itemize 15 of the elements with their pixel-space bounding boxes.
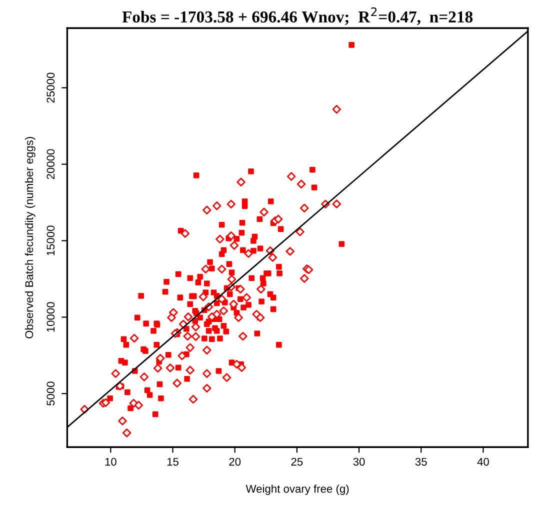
- x-axis-title: Weight ovary free (g): [246, 484, 349, 495]
- y-tick-label: 25000: [46, 72, 55, 103]
- x-tick-label: 35: [415, 458, 427, 466]
- x-tick-label: 10: [105, 458, 116, 466]
- x-tick-label: 30: [353, 458, 365, 466]
- y-tick-label: 5000: [46, 382, 55, 406]
- y-axis-title: Observed Batch fecundity (number eggs): [24, 137, 36, 338]
- x-tick-label: 25: [291, 458, 303, 466]
- x-tick-label: 40: [477, 458, 489, 466]
- x-tick-label: 15: [167, 458, 178, 466]
- chart-title: Fobs = -1703.58 + 696.46 Wnov; R$^{2}$=0.47, n=218: [122, 7, 473, 26]
- y-tick-label: 15000: [46, 226, 55, 256]
- y-tick-label: 20000: [46, 149, 55, 180]
- y-tick-label: 10000: [46, 302, 55, 332]
- x-tick-label: 20: [229, 458, 241, 466]
